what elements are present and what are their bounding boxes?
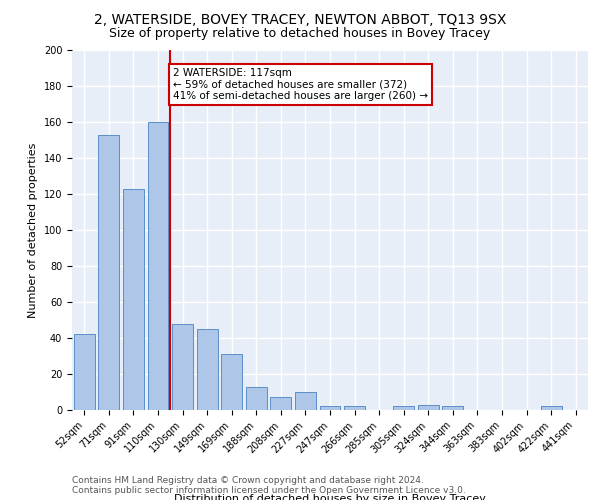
Bar (74, 334, 95, 410)
Bar (320, 406, 340, 410)
Bar (148, 122, 169, 410)
Bar (344, 406, 365, 410)
Text: 2, WATERSIDE, BOVEY TRACEY, NEWTON ABBOT, TQ13 9SX: 2, WATERSIDE, BOVEY TRACEY, NEWTON ABBOT… (94, 12, 506, 26)
Bar (98, 134, 119, 410)
Bar (541, 406, 562, 410)
Bar (197, 329, 218, 410)
Bar (123, 188, 144, 410)
X-axis label: Distribution of detached houses by size in Bovey Tracey: Distribution of detached houses by size … (174, 494, 486, 500)
Bar (442, 406, 463, 410)
Y-axis label: Number of detached properties: Number of detached properties (28, 142, 38, 318)
Bar (221, 354, 242, 410)
Bar (172, 324, 193, 410)
Bar (246, 386, 267, 410)
Bar (393, 406, 414, 410)
Bar (271, 398, 292, 410)
Bar (295, 392, 316, 410)
Text: 2 WATERSIDE: 117sqm
← 59% of detached houses are smaller (372)
41% of semi-detac: 2 WATERSIDE: 117sqm ← 59% of detached ho… (173, 68, 428, 101)
Text: Size of property relative to detached houses in Bovey Tracey: Size of property relative to detached ho… (109, 28, 491, 40)
Bar (418, 404, 439, 410)
Text: Contains HM Land Registry data © Crown copyright and database right 2024.
Contai: Contains HM Land Registry data © Crown c… (72, 476, 466, 495)
